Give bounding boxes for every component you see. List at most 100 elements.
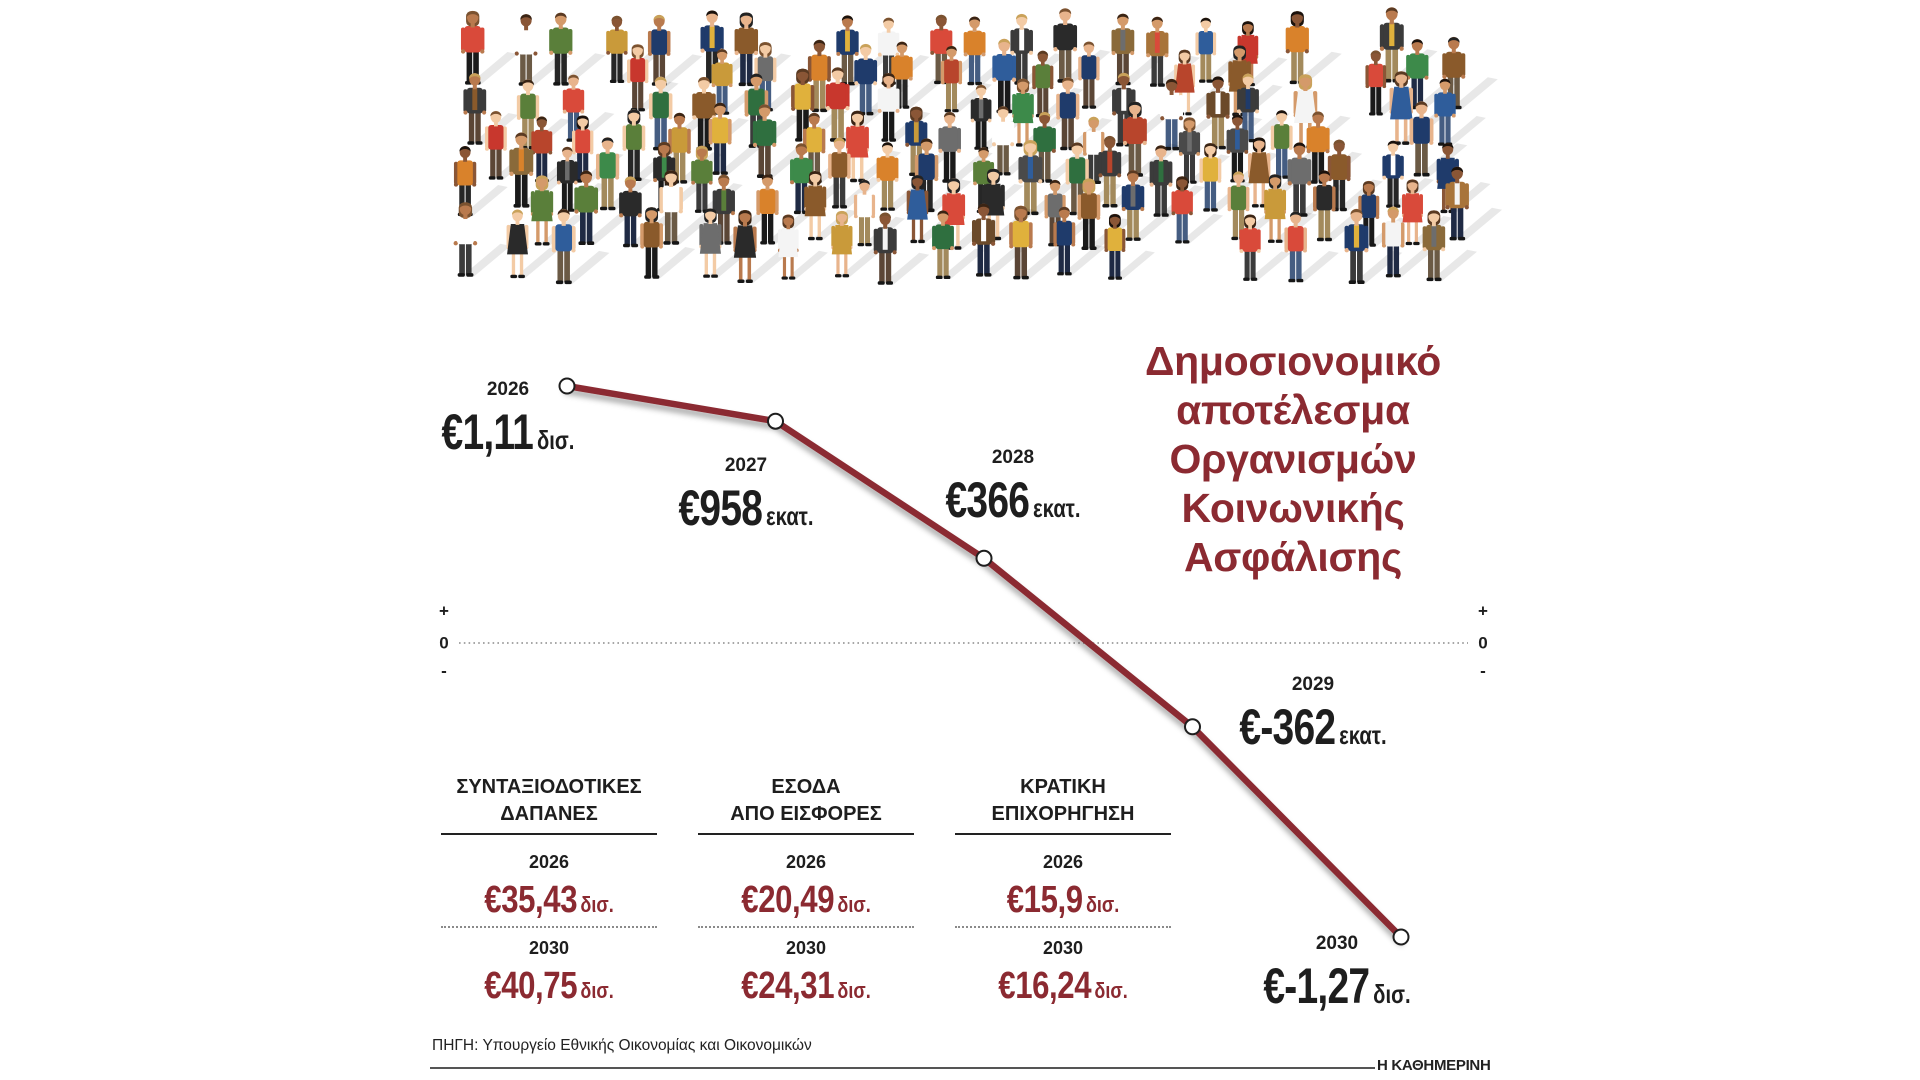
data-label-2027: 2027 €958 εκατ.: [659, 455, 832, 533]
summary-header-line: ΕΠΙΧΟΡΗΓΗΣΗ: [991, 803, 1135, 825]
person-figure: [1313, 170, 1368, 242]
axis-marker-negative-right: -: [1480, 661, 1486, 681]
data-label-2026: 2026 €1,11 δισ.: [423, 379, 593, 457]
summary-amount: €20,49: [741, 879, 835, 921]
summary-row: 2030 €24,31 δισ.: [698, 937, 914, 1009]
person-figure: [1422, 210, 1478, 282]
person-figure: [938, 111, 993, 183]
header-underline: [698, 833, 914, 835]
person-figure: [1078, 41, 1130, 109]
person-figure: [463, 73, 519, 145]
axis-marker-negative-left: -: [441, 661, 447, 681]
data-label-2028: 2028 €366 εκατ.: [926, 447, 1099, 525]
summary-row: 2026 €35,43 δισ.: [441, 851, 657, 923]
summary-column-state-subsidy: ΚΡΑΤΙΚΗ ΕΠΙΧΟΡΗΓΗΣΗ 2026 €15,9 δισ. 2030 …: [955, 774, 1171, 1014]
row-separator: [698, 926, 914, 928]
summary-amount: €15,9: [1006, 879, 1083, 921]
summary-column-header: ΕΣΟΔΑ ΑΠΟ ΕΙΣΦΟΡΕΣ: [698, 774, 914, 828]
person-figure: [733, 209, 790, 283]
person-figure: [574, 170, 632, 245]
summary-unit: δισ.: [837, 892, 871, 917]
summary-row: 2030 €16,24 δισ.: [955, 937, 1171, 1009]
summary-unit: δισ.: [1085, 892, 1120, 917]
data-label-amount: €958: [678, 480, 763, 536]
data-label-year: 2030: [1315, 933, 1359, 954]
person-figure: [506, 209, 560, 279]
summary-year: 2030: [528, 938, 570, 958]
summary-amount: €40,75: [484, 965, 578, 1007]
summary-value: €24,31 δισ.: [717, 964, 894, 1008]
person-figure: [551, 208, 610, 285]
summary-row: 2026 €20,49 δισ.: [698, 851, 914, 923]
data-point-2029: [1184, 718, 1201, 736]
summary-row: 2026 €15,9 δισ.: [955, 851, 1171, 923]
header-underline: [441, 833, 657, 835]
axis-marker-zero-left: 0: [439, 633, 449, 653]
data-label-2030: 2030 €-1,27 δισ.: [1243, 933, 1432, 1011]
summary-value: €35,43 δισ.: [460, 878, 637, 922]
person-figure: [1382, 140, 1435, 208]
data-label-amount: €1,11: [441, 404, 534, 460]
header-underline: [955, 833, 1171, 835]
data-label-value: €366 εκατ.: [946, 475, 1081, 525]
summary-header-line: ΔΑΠΑΝΕΣ: [500, 803, 598, 825]
summary-unit: δισ.: [1094, 978, 1128, 1003]
data-label-value: €-362 εκατ.: [1239, 702, 1386, 752]
data-label-unit: δισ.: [537, 425, 575, 455]
data-point-2026: [558, 377, 576, 395]
summary-amount: €24,31: [741, 965, 835, 1007]
person-figure: [777, 214, 828, 280]
person-figure: [1284, 211, 1339, 283]
data-label-year: 2027: [724, 455, 768, 476]
summary-value: €40,75 δισ.: [460, 964, 637, 1008]
summary-header-line: ΕΣΟΔΑ: [771, 776, 841, 798]
data-label-value: €958 εκατ.: [679, 483, 814, 533]
summary-value: €16,24 δισ.: [974, 964, 1151, 1008]
data-point-2028: [975, 549, 993, 567]
axis-marker-positive-right: +: [1478, 601, 1488, 621]
person-figure: [453, 202, 511, 277]
summary-value: €15,9 δισ.: [974, 878, 1151, 922]
summary-year: 2030: [1042, 938, 1084, 958]
publisher-credit: Η ΚΑΘΗΜΕΡΙΝΗ: [1377, 1057, 1491, 1074]
summary-header-line: ΣΥΝΤΑΞΙΟΔΟΤΙΚΕΣ: [456, 776, 642, 798]
summary-year: 2026: [528, 852, 570, 872]
data-label-unit: εκατ.: [1339, 720, 1387, 750]
data-label-2029: 2029 €-362 εκατ.: [1219, 674, 1408, 752]
data-point-2027: [767, 412, 784, 430]
person-figure: [1445, 166, 1503, 241]
data-label-year: 2028: [991, 447, 1035, 468]
data-point-2030: [1392, 928, 1410, 946]
person-figure: [1018, 139, 1077, 216]
summary-header-line: ΚΡΑΤΙΚΗ: [1020, 776, 1106, 798]
summary-column-contribution-revenue: ΕΣΟΔΑ ΑΠΟ ΕΙΣΦΟΡΕΣ 2026 €20,49 δισ. 2030 …: [698, 774, 914, 1014]
summary-unit: δισ.: [580, 978, 614, 1003]
summary-unit: δισ.: [580, 892, 614, 917]
data-label-amount: €-362: [1239, 699, 1336, 755]
person-figure: [640, 207, 696, 279]
summary-amount: €35,43: [484, 879, 578, 921]
data-label-unit: δισ.: [1373, 979, 1411, 1009]
axis-marker-positive-left: +: [439, 601, 449, 621]
person-figure: [932, 210, 985, 279]
person-figure: [1053, 206, 1107, 276]
person-figure: [828, 137, 883, 209]
summary-column-header: ΚΡΑΤΙΚΗ ΕΠΙΧΟΡΗΓΗΣΗ: [955, 774, 1171, 828]
person-figure: [1171, 176, 1224, 244]
summary-header-line: ΑΠΟ ΕΙΣΦΟΡΕΣ: [730, 803, 882, 825]
data-label-year: 2026: [486, 379, 530, 400]
person-figure: [549, 12, 606, 86]
data-label-value: €1,11 δισ.: [442, 407, 575, 457]
summary-year: 2026: [1042, 852, 1084, 872]
summary-column-header: ΣΥΝΤΑΞΙΟΔΟΤΙΚΕΣ ΔΑΠΑΝΕΣ: [441, 774, 657, 828]
data-label-unit: εκατ.: [1033, 493, 1081, 523]
person-figure: [708, 102, 765, 175]
person-figure: [1434, 78, 1486, 146]
person-figure: [873, 212, 930, 285]
data-label-unit: εκατ.: [766, 501, 814, 531]
person-figure: [1239, 214, 1291, 281]
person-figure: [659, 170, 717, 245]
row-separator: [441, 926, 657, 928]
summary-amount: €16,24: [998, 965, 1092, 1007]
